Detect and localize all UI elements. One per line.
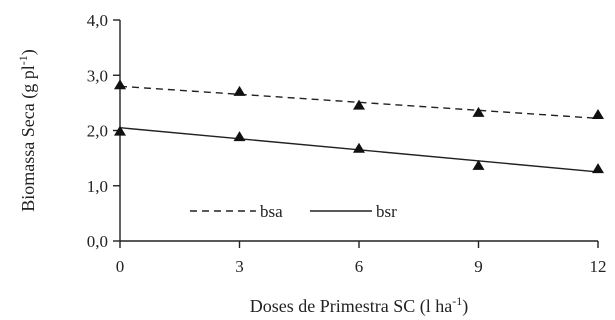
point-bsr <box>233 131 246 142</box>
y-tick-label: 2,0 <box>87 122 108 141</box>
x-tick-label: 9 <box>474 257 483 276</box>
series-bsa <box>114 79 604 120</box>
x-tick-label: 12 <box>590 257 607 276</box>
y-tick-label: 3,0 <box>87 66 108 85</box>
y-axis-label-sup: -1 <box>16 55 30 65</box>
y-axis-label: Biomassa Seca (g pl-1) <box>16 49 39 211</box>
x-tick-label: 3 <box>235 257 244 276</box>
point-bsr <box>114 125 126 136</box>
legend: bsa bsr <box>190 202 397 221</box>
x-axis-label-sup: -1 <box>452 294 462 308</box>
x-axis-label-main: Doses de Primestra SC (l ha <box>250 296 452 317</box>
axes <box>119 20 598 242</box>
y-tick-label: 4,0 <box>87 11 108 30</box>
point-bsa <box>233 85 246 96</box>
x-tick-label: 0 <box>116 257 125 276</box>
y-axis-label-main: Biomassa Seca (g pl <box>18 65 39 211</box>
y-axis-label-suffix: ) <box>18 49 39 55</box>
point-bsr <box>353 142 365 153</box>
x-axis-label-suffix: ) <box>462 296 468 317</box>
point-bsr <box>592 163 604 174</box>
point-bsa <box>592 109 604 120</box>
x-tick-label: 6 <box>355 257 364 276</box>
y-tick-label: 1,0 <box>87 177 108 196</box>
legend-label-bsa: bsa <box>260 202 283 221</box>
legend-label-bsr: bsr <box>376 202 397 221</box>
point-bsa <box>353 99 365 110</box>
point-bsr <box>472 159 485 170</box>
series-bsr <box>114 125 604 174</box>
y-tick-label: 0,0 <box>87 232 108 251</box>
series-layer <box>114 79 604 174</box>
x-axis-label: Doses de Primestra SC (l ha-1) <box>250 294 468 317</box>
x-ticks: 0 3 6 9 12 <box>116 241 607 276</box>
y-ticks: 0,0 1,0 2,0 3,0 4,0 <box>87 11 120 251</box>
point-bsa <box>472 106 485 117</box>
trend-line-bsa <box>119 85 599 120</box>
point-bsa <box>114 79 126 90</box>
